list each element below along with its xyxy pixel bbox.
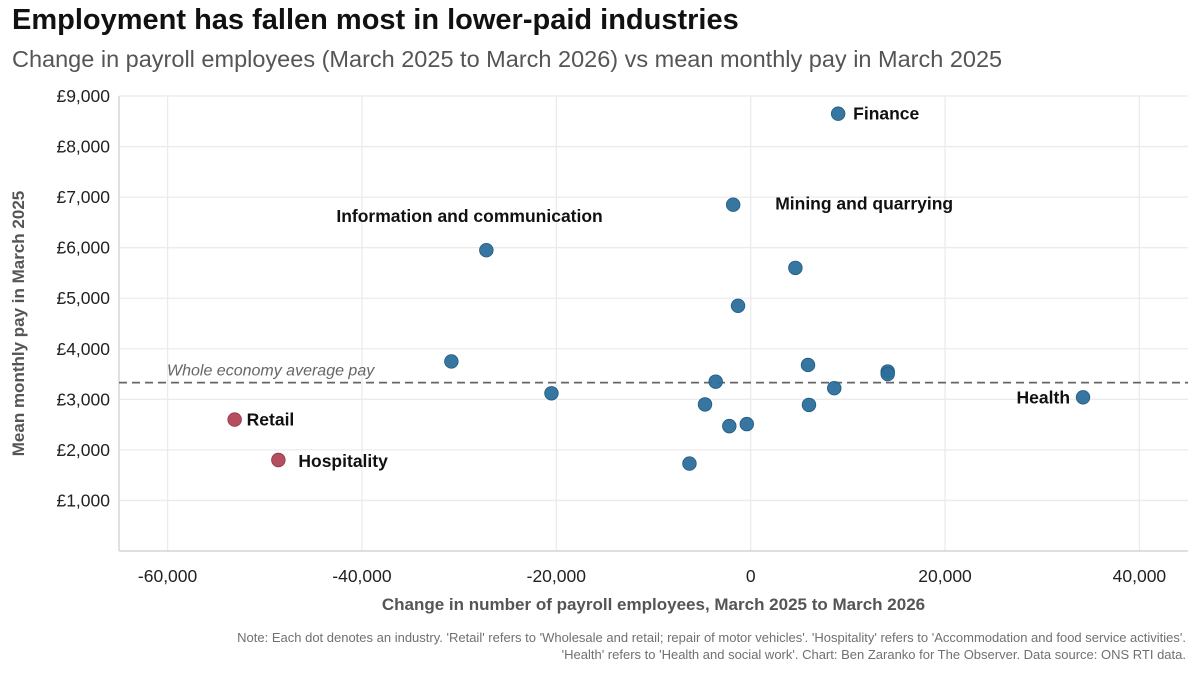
axes: -60,000 -40,000 -20,000 0 20,000 40,000 £1,000… (9, 86, 1188, 614)
x-tick-label: -40,000 (332, 566, 392, 586)
point-labels: Finance Mining and quarrying Information a… (247, 104, 1070, 471)
data-points (227, 106, 1091, 471)
y-tick-label: £9,000 (56, 86, 110, 106)
y-tick-label: £4,000 (56, 339, 110, 359)
data-point (800, 357, 816, 373)
data-point (788, 260, 803, 276)
average-pay-label: Whole economy average pay (167, 363, 375, 380)
y-tick-label: £6,000 (56, 238, 110, 258)
y-tick-label: £8,000 (56, 137, 110, 157)
data-point (708, 374, 723, 389)
point-label: Health (1017, 387, 1070, 407)
y-tick-label: £2,000 (56, 440, 110, 460)
x-axis-title: Change in number of payroll employees, M… (382, 595, 925, 614)
data-point (739, 416, 754, 432)
data-point (830, 106, 846, 121)
data-point (544, 386, 559, 401)
data-point (697, 397, 713, 412)
data-point (444, 354, 459, 369)
data-point (479, 242, 494, 258)
data-point (725, 197, 741, 212)
x-tick-label: -60,000 (138, 566, 198, 586)
y-tick-label: £7,000 (56, 187, 110, 207)
gridlines (119, 95, 1188, 551)
y-tick-label: £1,000 (56, 490, 110, 510)
data-point (801, 397, 817, 413)
highlight-point (271, 452, 286, 468)
x-tick-label: 0 (746, 566, 756, 586)
note-line-2: 'Health' refers to 'Health and social wo… (561, 647, 1186, 662)
note-line-1: Note: Each dot denotes an industry. 'Ret… (237, 630, 1186, 645)
point-label: Mining and quarrying (775, 194, 953, 214)
y-tick-label: £3,000 (56, 389, 110, 409)
y-axis-title: Mean monthly pay in March 2025 (9, 191, 28, 456)
point-label: Finance (853, 104, 919, 124)
chart-title: Employment has fallen most in lower-paid… (12, 4, 739, 36)
data-point (722, 418, 737, 434)
reference-line-group: Whole economy average pay (119, 363, 1188, 384)
x-tick-label: 40,000 (1113, 566, 1167, 586)
data-point (880, 366, 895, 382)
data-point (1075, 390, 1091, 405)
x-tick-label: 20,000 (918, 566, 972, 586)
y-tick-label: £5,000 (56, 288, 110, 308)
point-label: Retail (247, 410, 295, 430)
point-label: Information and communication (336, 206, 602, 226)
x-tick-label: -20,000 (527, 566, 587, 586)
point-label: Hospitality (298, 451, 388, 471)
data-point (827, 381, 842, 396)
data-point (682, 456, 697, 471)
data-point (730, 298, 746, 314)
chart-subtitle: Change in payroll employees (March 2025 … (12, 46, 1003, 72)
chart-note: Note: Each dot denotes an industry. 'Ret… (6, 629, 1186, 663)
highlight-point (227, 412, 242, 427)
